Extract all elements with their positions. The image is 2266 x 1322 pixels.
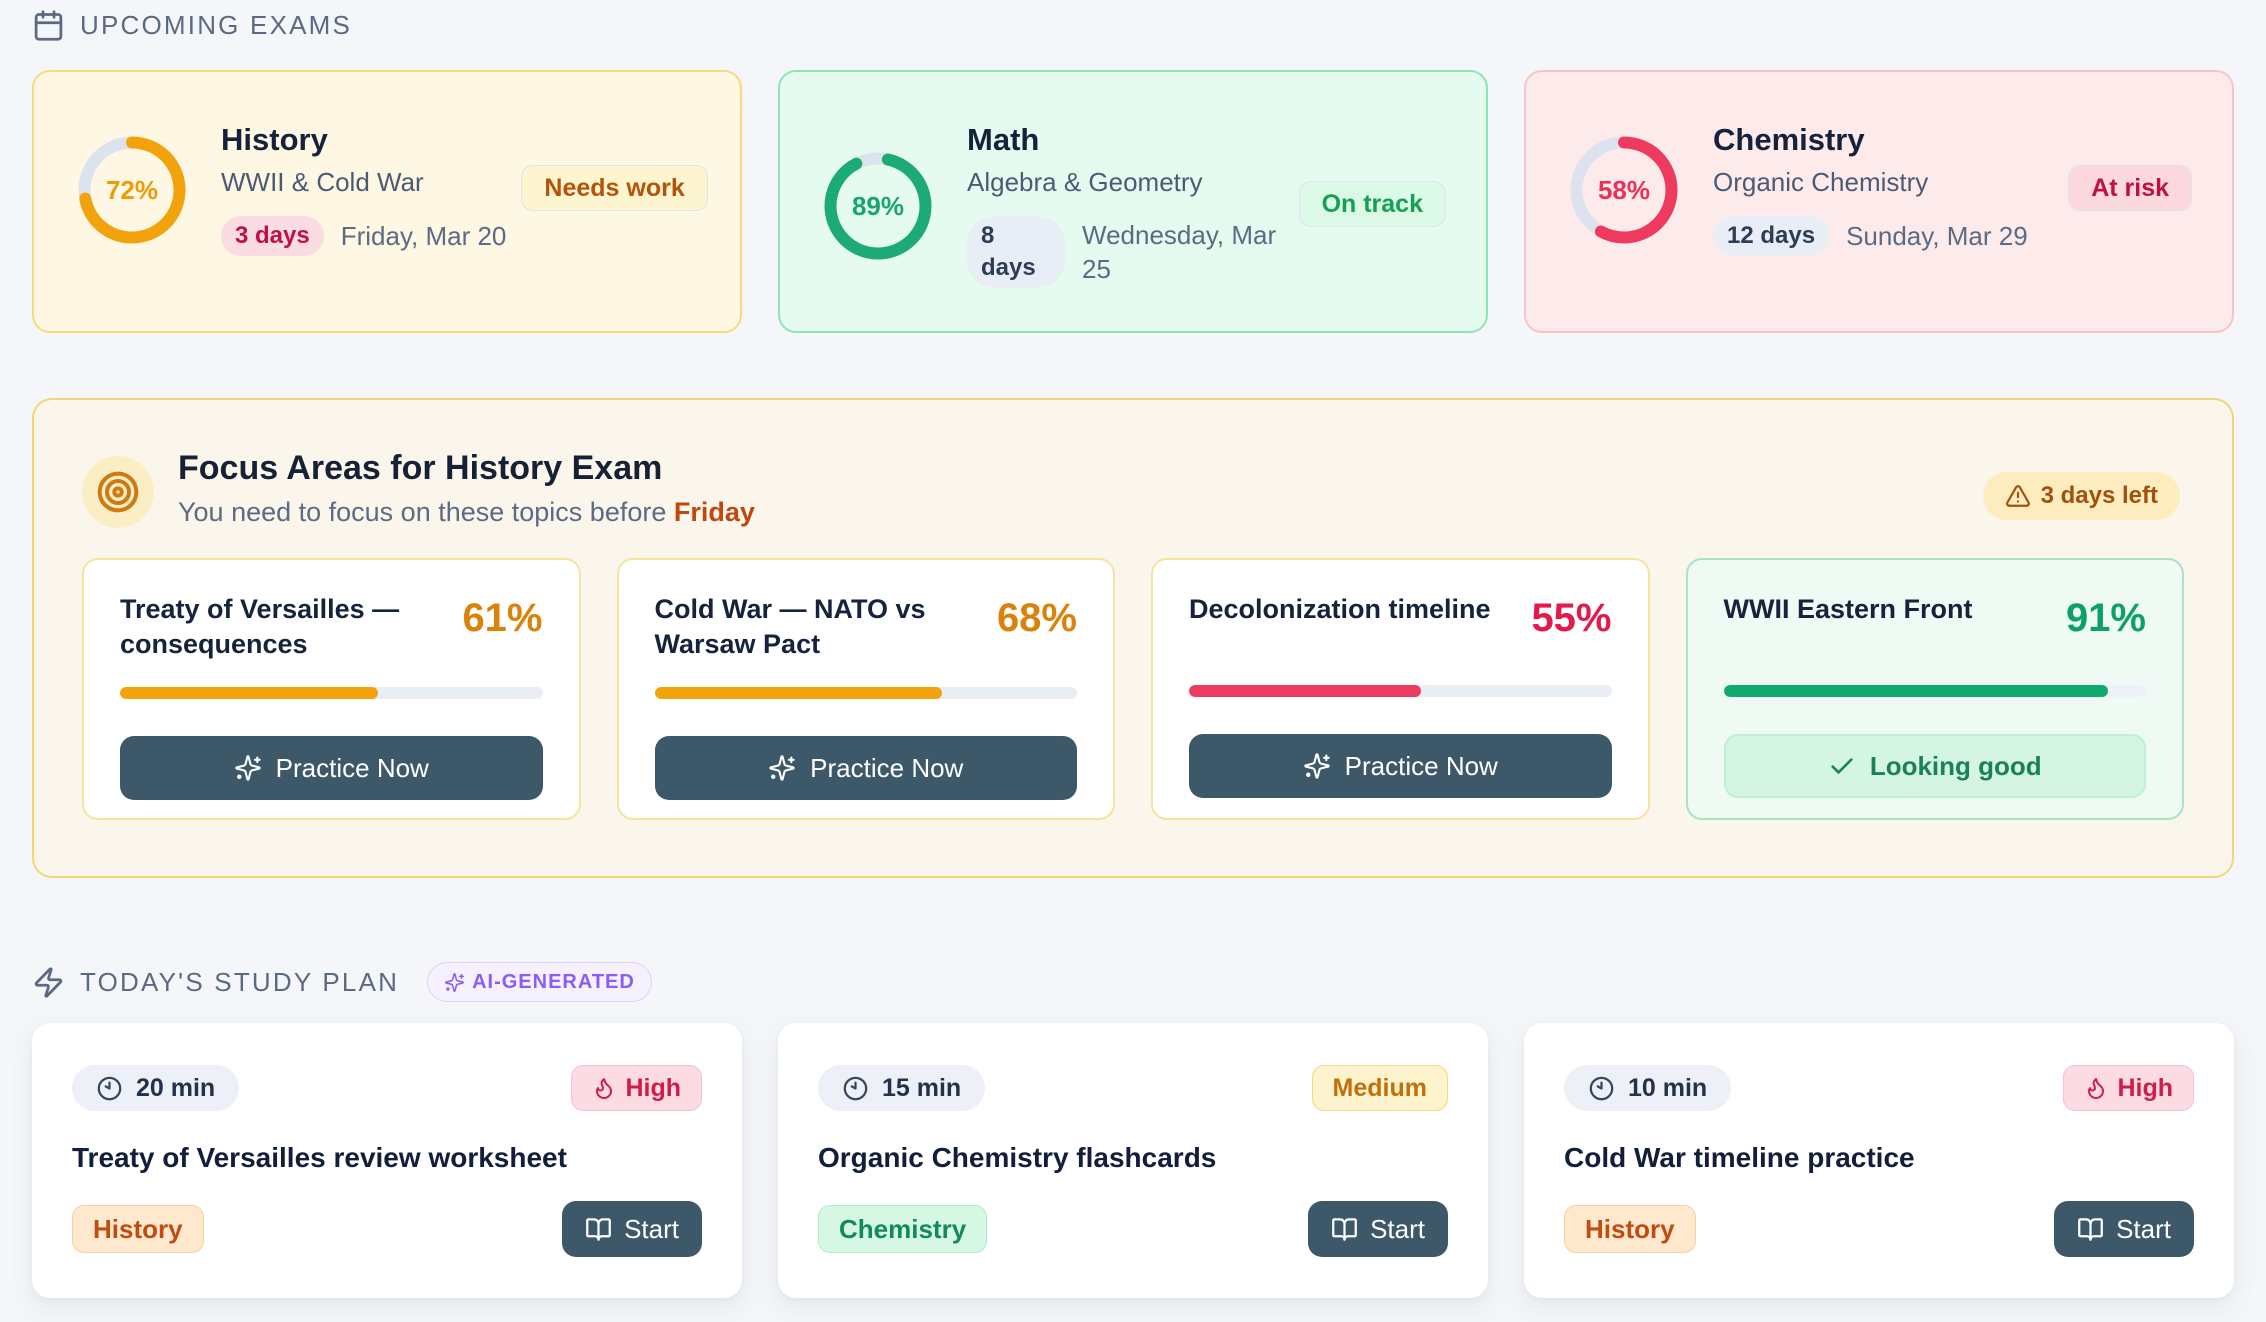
svg-text:72%: 72% [106, 175, 158, 205]
svg-text:89%: 89% [852, 191, 904, 221]
svg-text:58%: 58% [1598, 175, 1650, 205]
